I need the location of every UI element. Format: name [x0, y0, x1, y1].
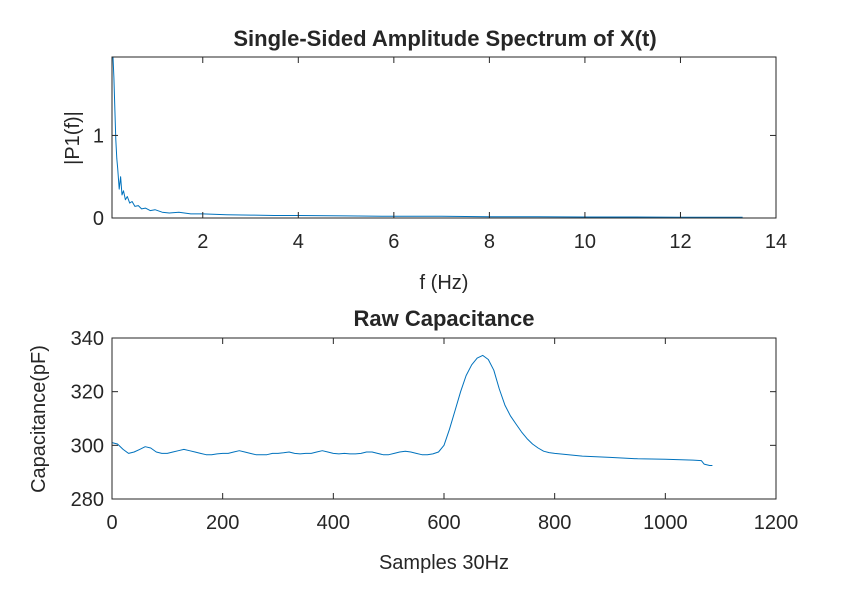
- spectrum-xtick-group: 2 4 6 8 10 12 14: [197, 57, 787, 253]
- capacitance-axes-box: [111, 337, 777, 500]
- spectrum-xtick-label: 8: [484, 231, 495, 253]
- spectrum-xlabel: f (Hz): [420, 272, 469, 294]
- capacitance-xtick-label: 800: [538, 512, 571, 534]
- capacitance-series-line: [111, 354, 713, 466]
- spectrum-xtick-label: 6: [388, 231, 399, 253]
- spectrum-ytick-label: 0: [93, 208, 104, 230]
- capacitance-ytick-label: 340: [71, 328, 104, 350]
- capacitance-series-group: [111, 354, 713, 466]
- spectrum-xtick-label: 4: [293, 231, 304, 253]
- spectrum-ylabel: |P1(f)|: [62, 111, 84, 165]
- spectrum-xtick-label: 12: [669, 231, 691, 253]
- spectrum-ytick-group: 01: [93, 125, 776, 230]
- capacitance-ytick-group: 280 300 320 340: [71, 328, 776, 511]
- capacitance-xtick-label: 200: [206, 512, 239, 534]
- capacitance-xtick-label: 400: [317, 512, 350, 534]
- spectrum-subplot: Single-Sided Amplitude Spectrum of X(t) …: [62, 26, 787, 294]
- spectrum-series-line: [112, 56, 743, 218]
- spectrum-axes-box: [111, 56, 777, 219]
- capacitance-xtick-group: 0 200 400 600 800 1000 1200: [106, 338, 798, 534]
- spectrum-series-group: [112, 56, 743, 218]
- capacitance-xtick-label: 1000: [643, 512, 688, 534]
- capacitance-ytick-label: 300: [71, 435, 104, 457]
- capacitance-title: Raw Capacitance: [354, 306, 535, 331]
- spectrum-xtick-label: 14: [765, 231, 787, 253]
- capacitance-xtick-label: 1200: [754, 512, 799, 534]
- capacitance-ytick-label: 280: [71, 489, 104, 511]
- capacitance-xlabel: Samples 30Hz: [379, 552, 509, 574]
- spectrum-xtick-label: 2: [197, 231, 208, 253]
- spectrum-xtick-label: 10: [574, 231, 596, 253]
- spectrum-title: Single-Sided Amplitude Spectrum of X(t): [233, 26, 656, 51]
- capacitance-ylabel: Capacitance(pF): [28, 345, 50, 493]
- spectrum-ytick-label: 1: [93, 125, 104, 147]
- capacitance-xtick-label: 600: [427, 512, 460, 534]
- capacitance-ytick-label: 320: [71, 382, 104, 404]
- capacitance-xtick-label: 0: [106, 512, 117, 534]
- capacitance-subplot: Raw Capacitance 0 200 400 600 800 1000 1200 28…: [28, 306, 798, 574]
